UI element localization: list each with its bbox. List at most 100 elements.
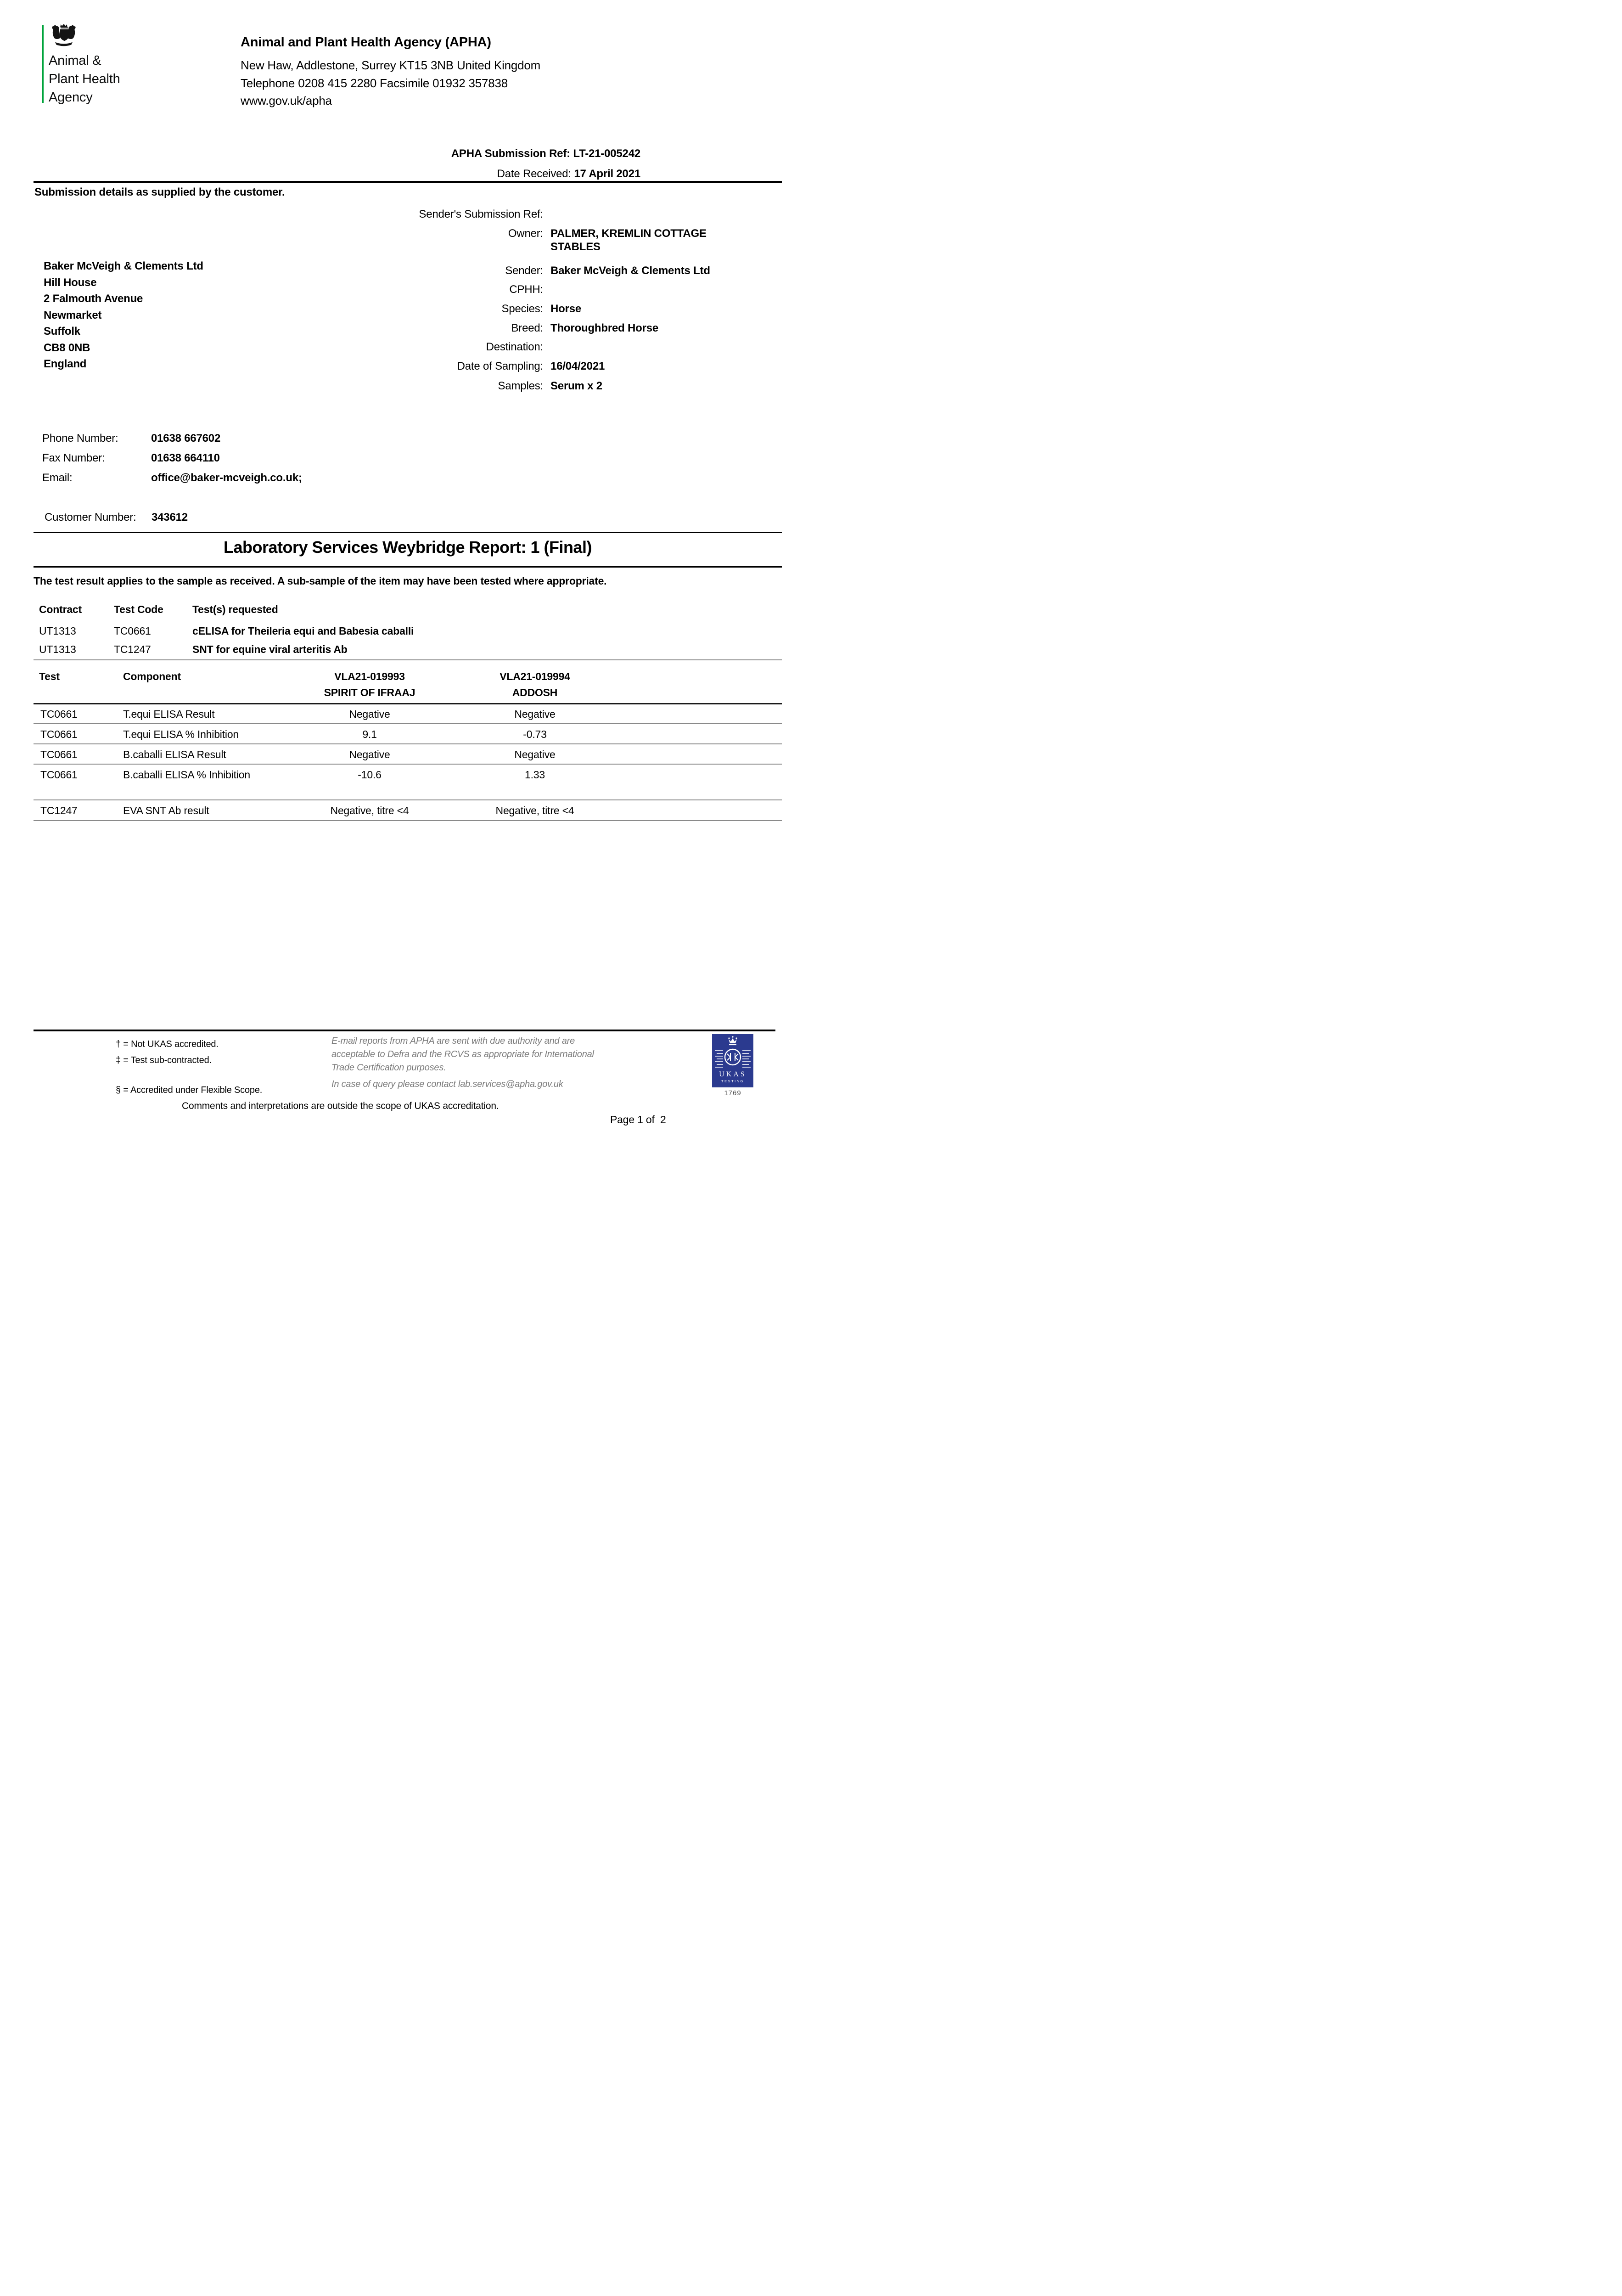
- test-code-header: Test Code: [114, 603, 163, 615]
- sample1-name: SPIRIT OF IFRAAJ: [324, 687, 415, 698]
- submission-ref-line: APHA Submission Ref: LT-21-005242: [451, 144, 640, 164]
- row-divider: [34, 820, 782, 821]
- detail-value: Baker McVeigh & Clements Ltd: [550, 264, 710, 277]
- agency-title: Animal and Plant Health Agency (APHA): [241, 35, 491, 50]
- ukas-label: UKAS: [719, 1070, 746, 1078]
- royal-crest-icon: [49, 23, 79, 53]
- customer-address-line: Suffolk: [44, 325, 80, 338]
- row-divider: [34, 723, 782, 724]
- detail-label: Samples:: [498, 380, 544, 392]
- test-code-value: TC1247: [114, 643, 151, 655]
- legend-subcontracted: ‡ = Test sub-contracted.: [116, 1055, 212, 1065]
- sample2-id: VLA21-019994: [500, 670, 570, 682]
- agency-address-line: New Haw, Addlestone, Surrey KT15 3NB Uni…: [241, 58, 541, 72]
- test-code-value: TC0661: [114, 625, 151, 637]
- detail-label: CPHH:: [509, 283, 543, 296]
- contract-value: UT1313: [39, 625, 76, 637]
- result-component: B.caballi ELISA % Inhibition: [123, 769, 250, 781]
- detail-label: Date of Sampling:: [457, 360, 544, 372]
- legend-flexible-scope: § = Accredited under Flexible Scope.: [116, 1085, 263, 1095]
- logo-line: Plant Health: [49, 72, 120, 86]
- ukas-number: 1769: [724, 1089, 741, 1097]
- divider-report-bottom: [34, 566, 782, 568]
- ukas-testing-logo-icon: UKAS TESTING: [712, 1034, 753, 1091]
- customer-number-value: 343612: [152, 511, 188, 523]
- report-disclaimer: The test result applies to the sample as…: [34, 575, 607, 587]
- detail-value: 16/04/2021: [550, 360, 605, 372]
- result-test: TC0661: [40, 708, 78, 720]
- lab-report-page: Animal & Plant Health Agency Animal and …: [0, 0, 811, 1148]
- results-test-header: Test: [39, 670, 60, 682]
- row-divider: [34, 764, 782, 765]
- logo-agency-name: Animal & Plant Health Agency: [49, 51, 120, 107]
- logo-line: Animal &: [49, 53, 101, 68]
- date-received-value: 17 April 2021: [574, 168, 640, 180]
- result-test: TC0661: [40, 769, 78, 781]
- result-sample2: -0.73: [523, 728, 547, 740]
- detail-label: Sender's Submission Ref:: [419, 208, 543, 220]
- email-notice-line: E-mail reports from APHA are sent with d…: [331, 1036, 575, 1046]
- detail-value: Horse: [550, 303, 582, 315]
- test-name: cELISA for Theileria equi and Babesia ca…: [192, 625, 414, 637]
- submission-ref-block: APHA Submission Ref: LT-21-005242 Date R…: [451, 144, 640, 184]
- detail-label: Destination:: [486, 341, 544, 353]
- divider-tests: [34, 659, 782, 660]
- contract-header: Contract: [39, 603, 82, 615]
- detail-label: Breed:: [511, 322, 543, 334]
- footer-divider: [34, 1030, 775, 1031]
- customer-address-line: 2 Falmouth Avenue: [44, 293, 143, 305]
- result-sample1: 9.1: [362, 728, 377, 740]
- email-value: office@baker-mcveigh.co.uk;: [151, 472, 302, 484]
- page-indicator: Page 1 of 2: [610, 1114, 666, 1125]
- divider-top: [34, 181, 782, 183]
- detail-value: Serum x 2: [550, 380, 602, 392]
- query-notice: In case of query please contact lab.serv…: [331, 1079, 563, 1089]
- results-component-header: Component: [123, 670, 181, 682]
- contract-value: UT1313: [39, 643, 76, 655]
- email-notice: E-mail reports from APHA are sent with d…: [331, 1035, 594, 1075]
- row-divider: [34, 743, 782, 744]
- result-component: T.equi ELISA Result: [123, 708, 215, 720]
- result-sample1: -10.6: [358, 769, 382, 781]
- divider-report-top: [34, 532, 782, 533]
- customer-address-line: CB8 0NB: [44, 341, 90, 354]
- customer-address: Baker McVeigh & Clements Ltd Hill House …: [44, 258, 203, 372]
- email-notice-line: acceptable to Defra and the RCVS as appr…: [331, 1049, 594, 1059]
- submission-details-heading: Submission details as supplied by the cu…: [34, 186, 285, 198]
- legend-not-ukas: † = Not UKAS accredited.: [116, 1039, 219, 1049]
- results-header-divider: [34, 703, 782, 704]
- tests-requested-header: Test(s) requested: [192, 603, 278, 615]
- detail-label: Sender:: [505, 264, 543, 277]
- customer-number-label: Customer Number:: [45, 511, 136, 523]
- sample1-id: VLA21-019993: [334, 670, 405, 682]
- result-component: T.equi ELISA % Inhibition: [123, 728, 239, 740]
- customer-address-line: Hill House: [44, 276, 97, 289]
- result-component: EVA SNT Ab result: [123, 805, 209, 816]
- sample2-name: ADDOSH: [512, 687, 558, 698]
- detail-label: Species:: [501, 303, 544, 315]
- row-divider: [34, 799, 782, 800]
- test-name: SNT for equine viral arteritis Ab: [192, 643, 348, 655]
- result-sample2: Negative, titre <4: [495, 805, 574, 816]
- agency-website: www.gov.uk/apha: [241, 94, 332, 107]
- agency-address: New Haw, Addlestone, Surrey KT15 3NB Uni…: [241, 56, 540, 110]
- result-sample1: Negative, titre <4: [330, 805, 409, 816]
- customer-address-line: Baker McVeigh & Clements Ltd: [44, 260, 203, 272]
- email-notice-line: Trade Certification purposes.: [331, 1063, 446, 1073]
- agency-address-line: Telephone 0208 415 2280 Facsimile 01932 …: [241, 76, 508, 90]
- detail-label: Owner:: [508, 227, 543, 240]
- result-test: TC1247: [40, 805, 78, 816]
- customer-address-line: England: [44, 358, 87, 370]
- result-sample2: Negative: [514, 748, 556, 760]
- email-label: Email:: [42, 472, 73, 484]
- ukas-sub-label: TESTING: [721, 1079, 744, 1083]
- logo-green-bar: [42, 25, 44, 103]
- fax-label: Fax Number:: [42, 452, 105, 464]
- result-component: B.caballi ELISA Result: [123, 748, 226, 760]
- detail-value: PALMER, KREMLIN COTTAGE STABLES: [550, 227, 707, 253]
- report-title: Laboratory Services Weybridge Report: 1 …: [223, 538, 592, 557]
- result-test: TC0661: [40, 728, 78, 740]
- detail-value: Thoroughbred Horse: [550, 322, 659, 334]
- submission-ref-value: LT-21-005242: [573, 147, 640, 160]
- submission-ref-label: APHA Submission Ref:: [451, 147, 570, 160]
